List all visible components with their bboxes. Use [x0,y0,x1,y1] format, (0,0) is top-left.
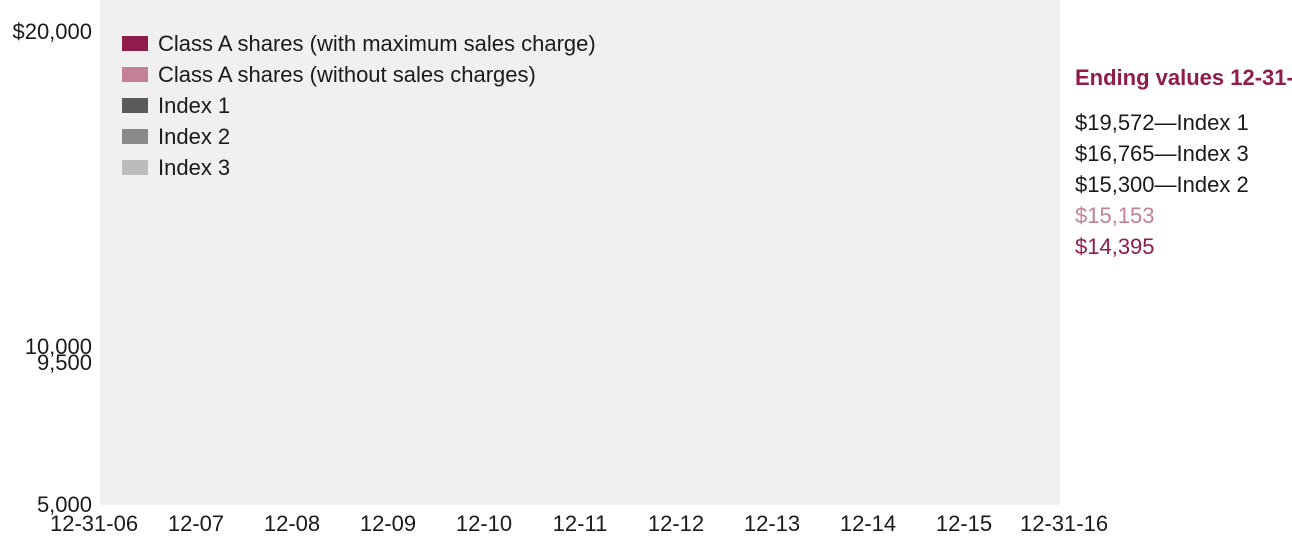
y-tick-label: 10,000 [25,334,92,360]
x-tick-label: 12-09 [360,511,416,537]
legend-label: Class A shares (with maximum sales charg… [158,28,596,59]
legend-swatch [122,36,148,51]
legend-label: Index 3 [158,152,230,183]
ending-values-panel: Ending values 12-31-16 $19,572—Index 1$1… [1075,62,1292,262]
legend-label: Index 1 [158,90,230,121]
x-tick-label: 12-15 [936,511,992,537]
x-tick-label: 12-31-06 [50,511,138,537]
ending-value-row: $19,572—Index 1 [1075,107,1292,138]
legend-item: Class A shares (with maximum sales charg… [122,28,596,59]
ending-value-row: $15,153 [1075,200,1292,231]
x-tick-label: 12-31-16 [1020,511,1108,537]
legend-swatch [122,160,148,175]
legend-item: Index 1 [122,90,596,121]
legend-swatch [122,98,148,113]
chart-container: Class A shares (with maximum sales charg… [0,0,1292,544]
legend-swatch [122,67,148,82]
ending-value-row: $14,395 [1075,231,1292,262]
legend-item: Class A shares (without sales charges) [122,59,596,90]
legend-label: Class A shares (without sales charges) [158,59,536,90]
legend: Class A shares (with maximum sales charg… [122,28,596,183]
x-tick-label: 12-10 [456,511,512,537]
legend-item: Index 2 [122,121,596,152]
x-tick-label: 12-14 [840,511,896,537]
plot-area: Class A shares (with maximum sales charg… [100,0,1060,505]
ending-values-title: Ending values 12-31-16 [1075,62,1292,93]
legend-item: Index 3 [122,152,596,183]
x-tick-label: 12-07 [168,511,224,537]
x-tick-label: 12-13 [744,511,800,537]
x-tick-label: 12-12 [648,511,704,537]
ending-value-row: $16,765—Index 3 [1075,138,1292,169]
x-tick-label: 12-08 [264,511,320,537]
y-tick-label: $20,000 [12,19,92,45]
legend-swatch [122,129,148,144]
x-tick-label: 12-11 [553,511,608,537]
ending-value-row: $15,300—Index 2 [1075,169,1292,200]
legend-label: Index 2 [158,121,230,152]
